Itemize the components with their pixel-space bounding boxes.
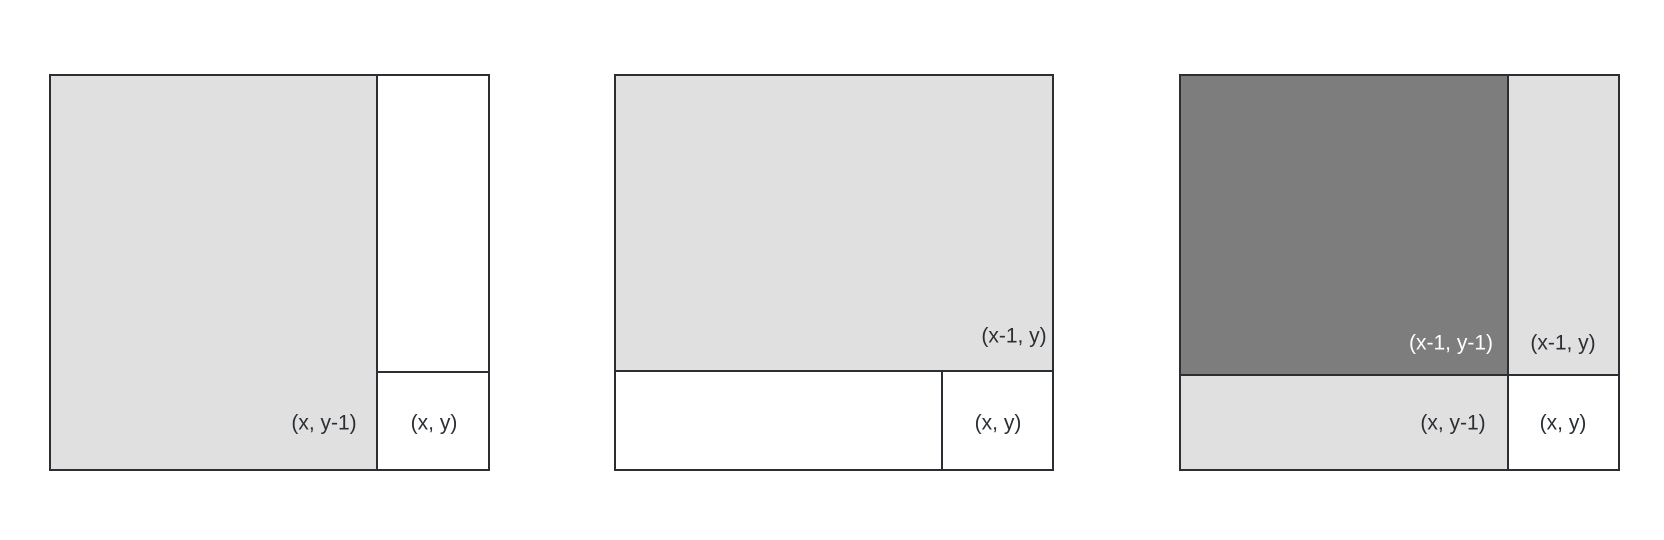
cell-x-y-label: (x, y)	[975, 412, 1022, 435]
region-xm1-y	[1507, 74, 1620, 376]
region-x-ym1-label: (x, y-1)	[291, 412, 356, 435]
region-xm1-ym1	[1179, 74, 1509, 376]
region-xm1-y-label: (x-1, y)	[981, 325, 1046, 348]
cell-x-y	[941, 370, 1054, 471]
region-x-ym1	[1179, 374, 1509, 471]
region-strip-above	[376, 74, 490, 373]
region-xm1-ym1-label: (x-1, y-1)	[1409, 332, 1493, 355]
cell-x-y	[1507, 374, 1620, 471]
cell-x-y-label: (x, y)	[411, 412, 458, 435]
region-x-ym1-label: (x, y-1)	[1420, 412, 1485, 435]
region-x-ym1	[49, 74, 378, 471]
region-xm1-y	[614, 74, 1054, 372]
region-xm1-y-label: (x-1, y)	[1530, 332, 1595, 355]
region-strip-left	[614, 370, 943, 471]
panel-right: (x-1, y-1) (x-1, y) (x, y-1) (x, y)	[1179, 74, 1620, 471]
panel-middle: (x-1, y) (x, y)	[614, 74, 1054, 471]
cell-x-y-label: (x, y)	[1540, 412, 1587, 435]
panel-left: (x, y-1) (x, y)	[49, 74, 490, 471]
cell-x-y	[376, 371, 490, 471]
